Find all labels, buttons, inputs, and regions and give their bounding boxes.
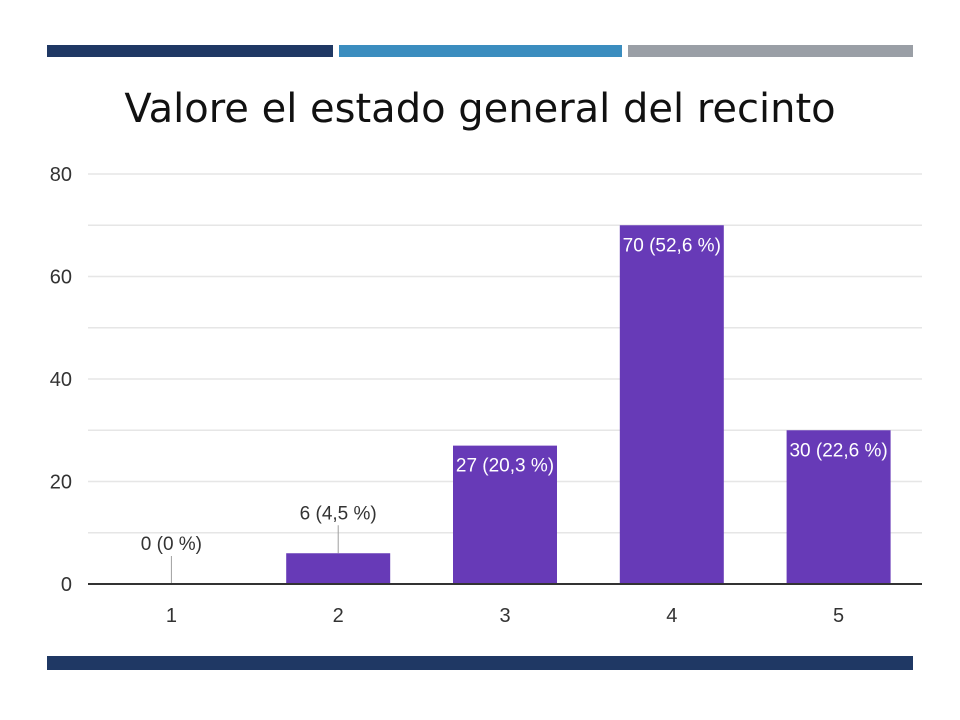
top-bar-segment-2 — [339, 45, 622, 57]
bar — [619, 225, 724, 584]
bar — [453, 445, 557, 584]
x-tick-label: 2 — [333, 605, 344, 627]
bottom-bar — [47, 656, 913, 670]
x-tick-label: 3 — [499, 605, 510, 627]
data-label: 6 (4,5 %) — [300, 503, 377, 524]
y-tick-label: 20 — [50, 472, 72, 494]
bar — [786, 430, 891, 584]
data-label: 70 (52,6 %) — [623, 235, 721, 256]
x-tick-label: 1 — [166, 605, 177, 627]
y-tick-label: 40 — [50, 369, 72, 391]
x-tick-label: 4 — [666, 605, 677, 627]
top-bar-segment-3 — [628, 45, 913, 57]
x-tick-label: 5 — [833, 605, 844, 627]
data-label: 30 (22,6 %) — [789, 440, 887, 461]
y-tick-label: 0 — [61, 574, 72, 596]
slide-title: Valore el estado general del recinto — [124, 86, 836, 132]
top-bar-segment-1 — [47, 45, 333, 57]
data-label: 27 (20,3 %) — [456, 456, 554, 477]
y-tick-label: 80 — [50, 164, 72, 186]
data-label: 0 (0 %) — [141, 534, 202, 555]
y-tick-label: 60 — [50, 267, 72, 289]
bar — [286, 553, 391, 584]
